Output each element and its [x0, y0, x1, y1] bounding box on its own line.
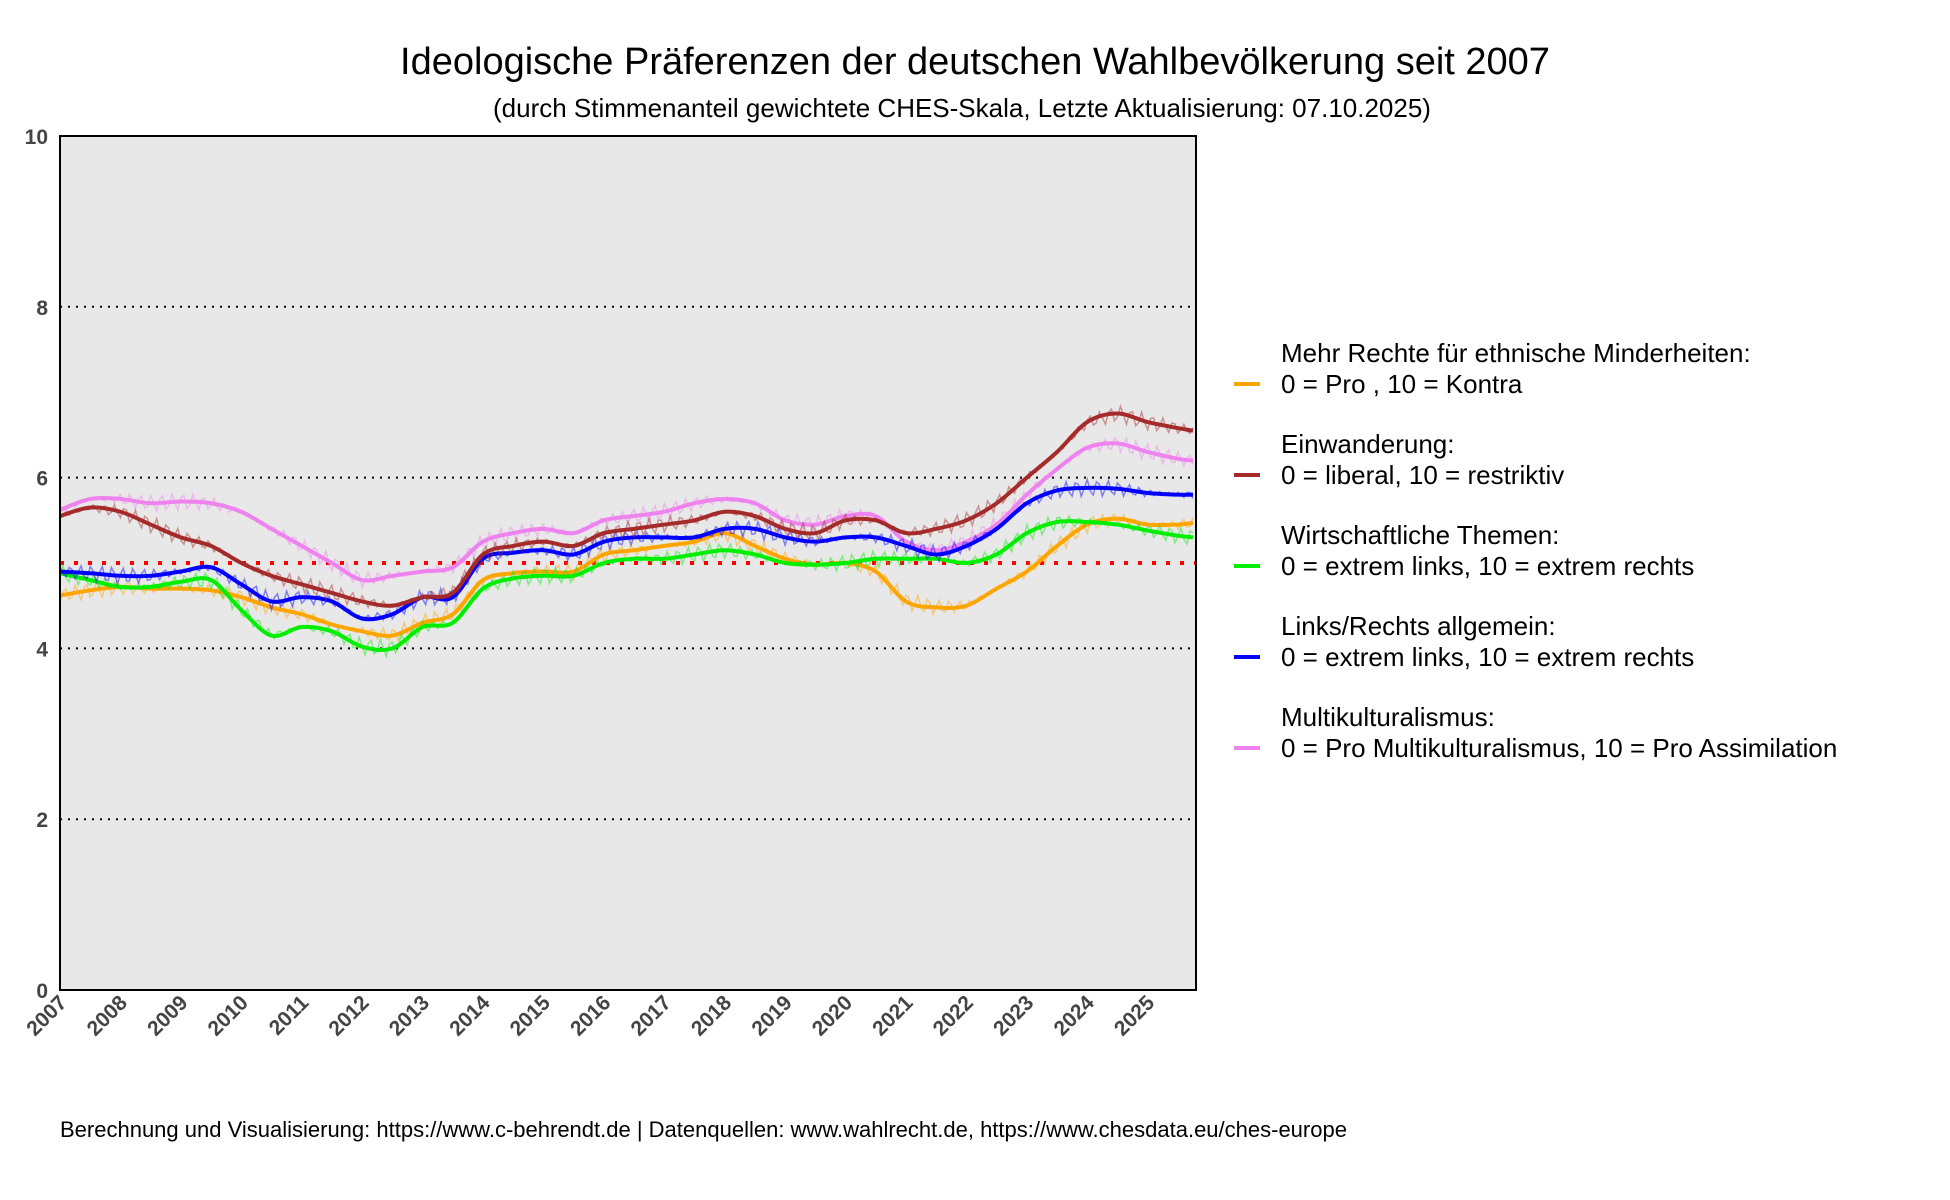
y-tick-label: 10: [25, 126, 48, 149]
x-tick-label: 2007: [22, 991, 71, 1040]
x-tick-label: 2019: [747, 991, 796, 1040]
x-tick-label: 2023: [989, 991, 1038, 1040]
x-tick-label: 2016: [566, 991, 615, 1040]
legend-description: 0 = extrem links, 10 = extrem rechts: [1281, 551, 1694, 581]
footer-credits: Berechnung und Visualisierung: https://w…: [60, 1117, 1347, 1142]
x-tick-label: 2015: [506, 991, 556, 1041]
legend-description: 0 = liberal, 10 = restriktiv: [1281, 460, 1564, 490]
legend-description: 0 = Pro , 10 = Kontra: [1281, 369, 1523, 399]
y-tick-label: 8: [36, 297, 48, 320]
x-tick-label: 2009: [143, 991, 192, 1040]
series-line: [59, 485, 1193, 622]
y-tick-label: 2: [36, 809, 48, 832]
x-tick-label: 2014: [445, 991, 495, 1041]
x-tick-label: 2020: [808, 991, 857, 1040]
chart-subtitle: (durch Stimmenanteil gewichtete CHES-Ska…: [493, 93, 1431, 123]
legend-title: Links/Rechts allgemein:: [1281, 611, 1556, 641]
x-tick-label: 2010: [204, 991, 253, 1040]
legend-description: 0 = Pro Multikulturalismus, 10 = Pro Ass…: [1281, 733, 1837, 763]
y-tick-label: 0: [36, 980, 48, 1003]
legend-item: Links/Rechts allgemein:0 = extrem links,…: [1234, 611, 1694, 672]
legend-item: Multikulturalismus:0 = Pro Multikultural…: [1234, 702, 1837, 763]
x-tick-label: 2017: [626, 991, 675, 1040]
y-tick-label: 6: [36, 468, 48, 491]
legend-item: Mehr Rechte für ethnische Minderheiten:0…: [1234, 338, 1751, 399]
series-line: [59, 516, 1194, 638]
series-line: [59, 441, 1194, 583]
legend-item: Einwanderung:0 = liberal, 10 = restrikti…: [1234, 429, 1564, 490]
y-tick-label: 4: [36, 638, 48, 661]
legend-description: 0 = extrem links, 10 = extrem rechts: [1281, 642, 1694, 672]
plot-frame: [59, 135, 1197, 991]
x-tick-label: 2018: [687, 991, 737, 1041]
series-line: [59, 411, 1194, 608]
series-line: [59, 519, 1194, 653]
legend-title: Mehr Rechte für ethnische Minderheiten:: [1281, 338, 1751, 368]
x-tick-label: 2013: [385, 991, 434, 1040]
x-tick-label: 2022: [929, 991, 978, 1040]
x-tick-label: 2025: [1110, 991, 1160, 1041]
x-tick-label: 2024: [1049, 991, 1099, 1041]
legend-title: Multikulturalismus:: [1281, 702, 1495, 732]
x-tick-label: 2011: [265, 991, 314, 1040]
legend-title: Einwanderung:: [1281, 429, 1454, 459]
x-tick-label: 2008: [83, 991, 133, 1041]
plot-area: [60, 136, 1196, 990]
legend-item: Wirtschaftliche Themen:0 = extrem links,…: [1234, 520, 1694, 581]
chart-title: Ideologische Präferenzen der deutschen W…: [400, 41, 1550, 83]
x-tick-label: 2012: [324, 991, 373, 1040]
legend-title: Wirtschaftliche Themen:: [1281, 520, 1559, 550]
x-tick-label: 2021: [868, 991, 918, 1041]
